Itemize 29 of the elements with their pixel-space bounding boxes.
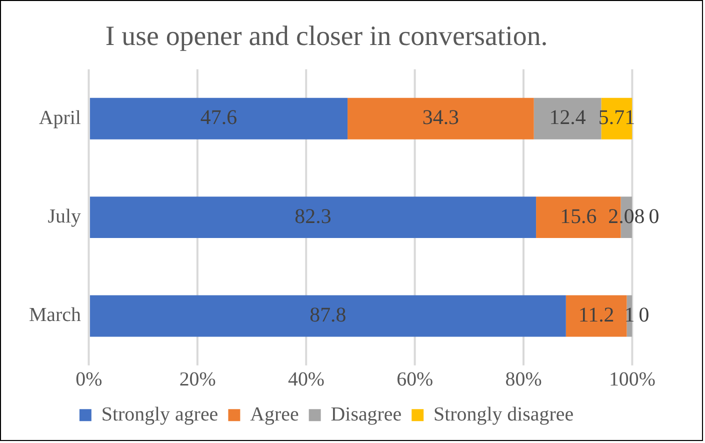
y-tick-label: March <box>28 304 82 326</box>
x-tick-label: 80% <box>505 368 542 390</box>
x-tick-label: 40% <box>288 368 325 390</box>
legend-label: Strongly disagree <box>434 403 574 426</box>
data-label: 34.3 <box>422 105 460 130</box>
legend-label: Agree <box>250 403 299 426</box>
legend-label: Strongly agree <box>101 403 218 426</box>
x-tick-label: 60% <box>396 368 434 390</box>
data-label: 47.6 <box>200 105 238 130</box>
x-tick-label: 0% <box>76 368 102 390</box>
bar <box>534 98 602 140</box>
data-label: 11.2 <box>578 302 614 326</box>
data-label: 12.4 <box>549 105 586 130</box>
bar <box>90 98 348 140</box>
y-tick-label: April <box>38 106 82 129</box>
bar <box>90 295 566 337</box>
y-tick-label: July <box>48 206 82 228</box>
bar <box>90 196 536 238</box>
data-label: 82.3 <box>294 204 332 228</box>
x-tick-label: 100% <box>608 368 656 390</box>
data-label: 15.6 <box>560 204 597 228</box>
data-label: 0 <box>648 204 660 228</box>
bar <box>348 98 534 140</box>
x-tick-label: 20% <box>179 368 216 390</box>
data-label: 0 <box>638 302 650 326</box>
chart-title: I use opener and closer in conversation. <box>105 20 548 52</box>
data-label: 87.8 <box>310 302 346 326</box>
legend-label: Disagree <box>330 403 402 426</box>
bar <box>566 295 627 337</box>
